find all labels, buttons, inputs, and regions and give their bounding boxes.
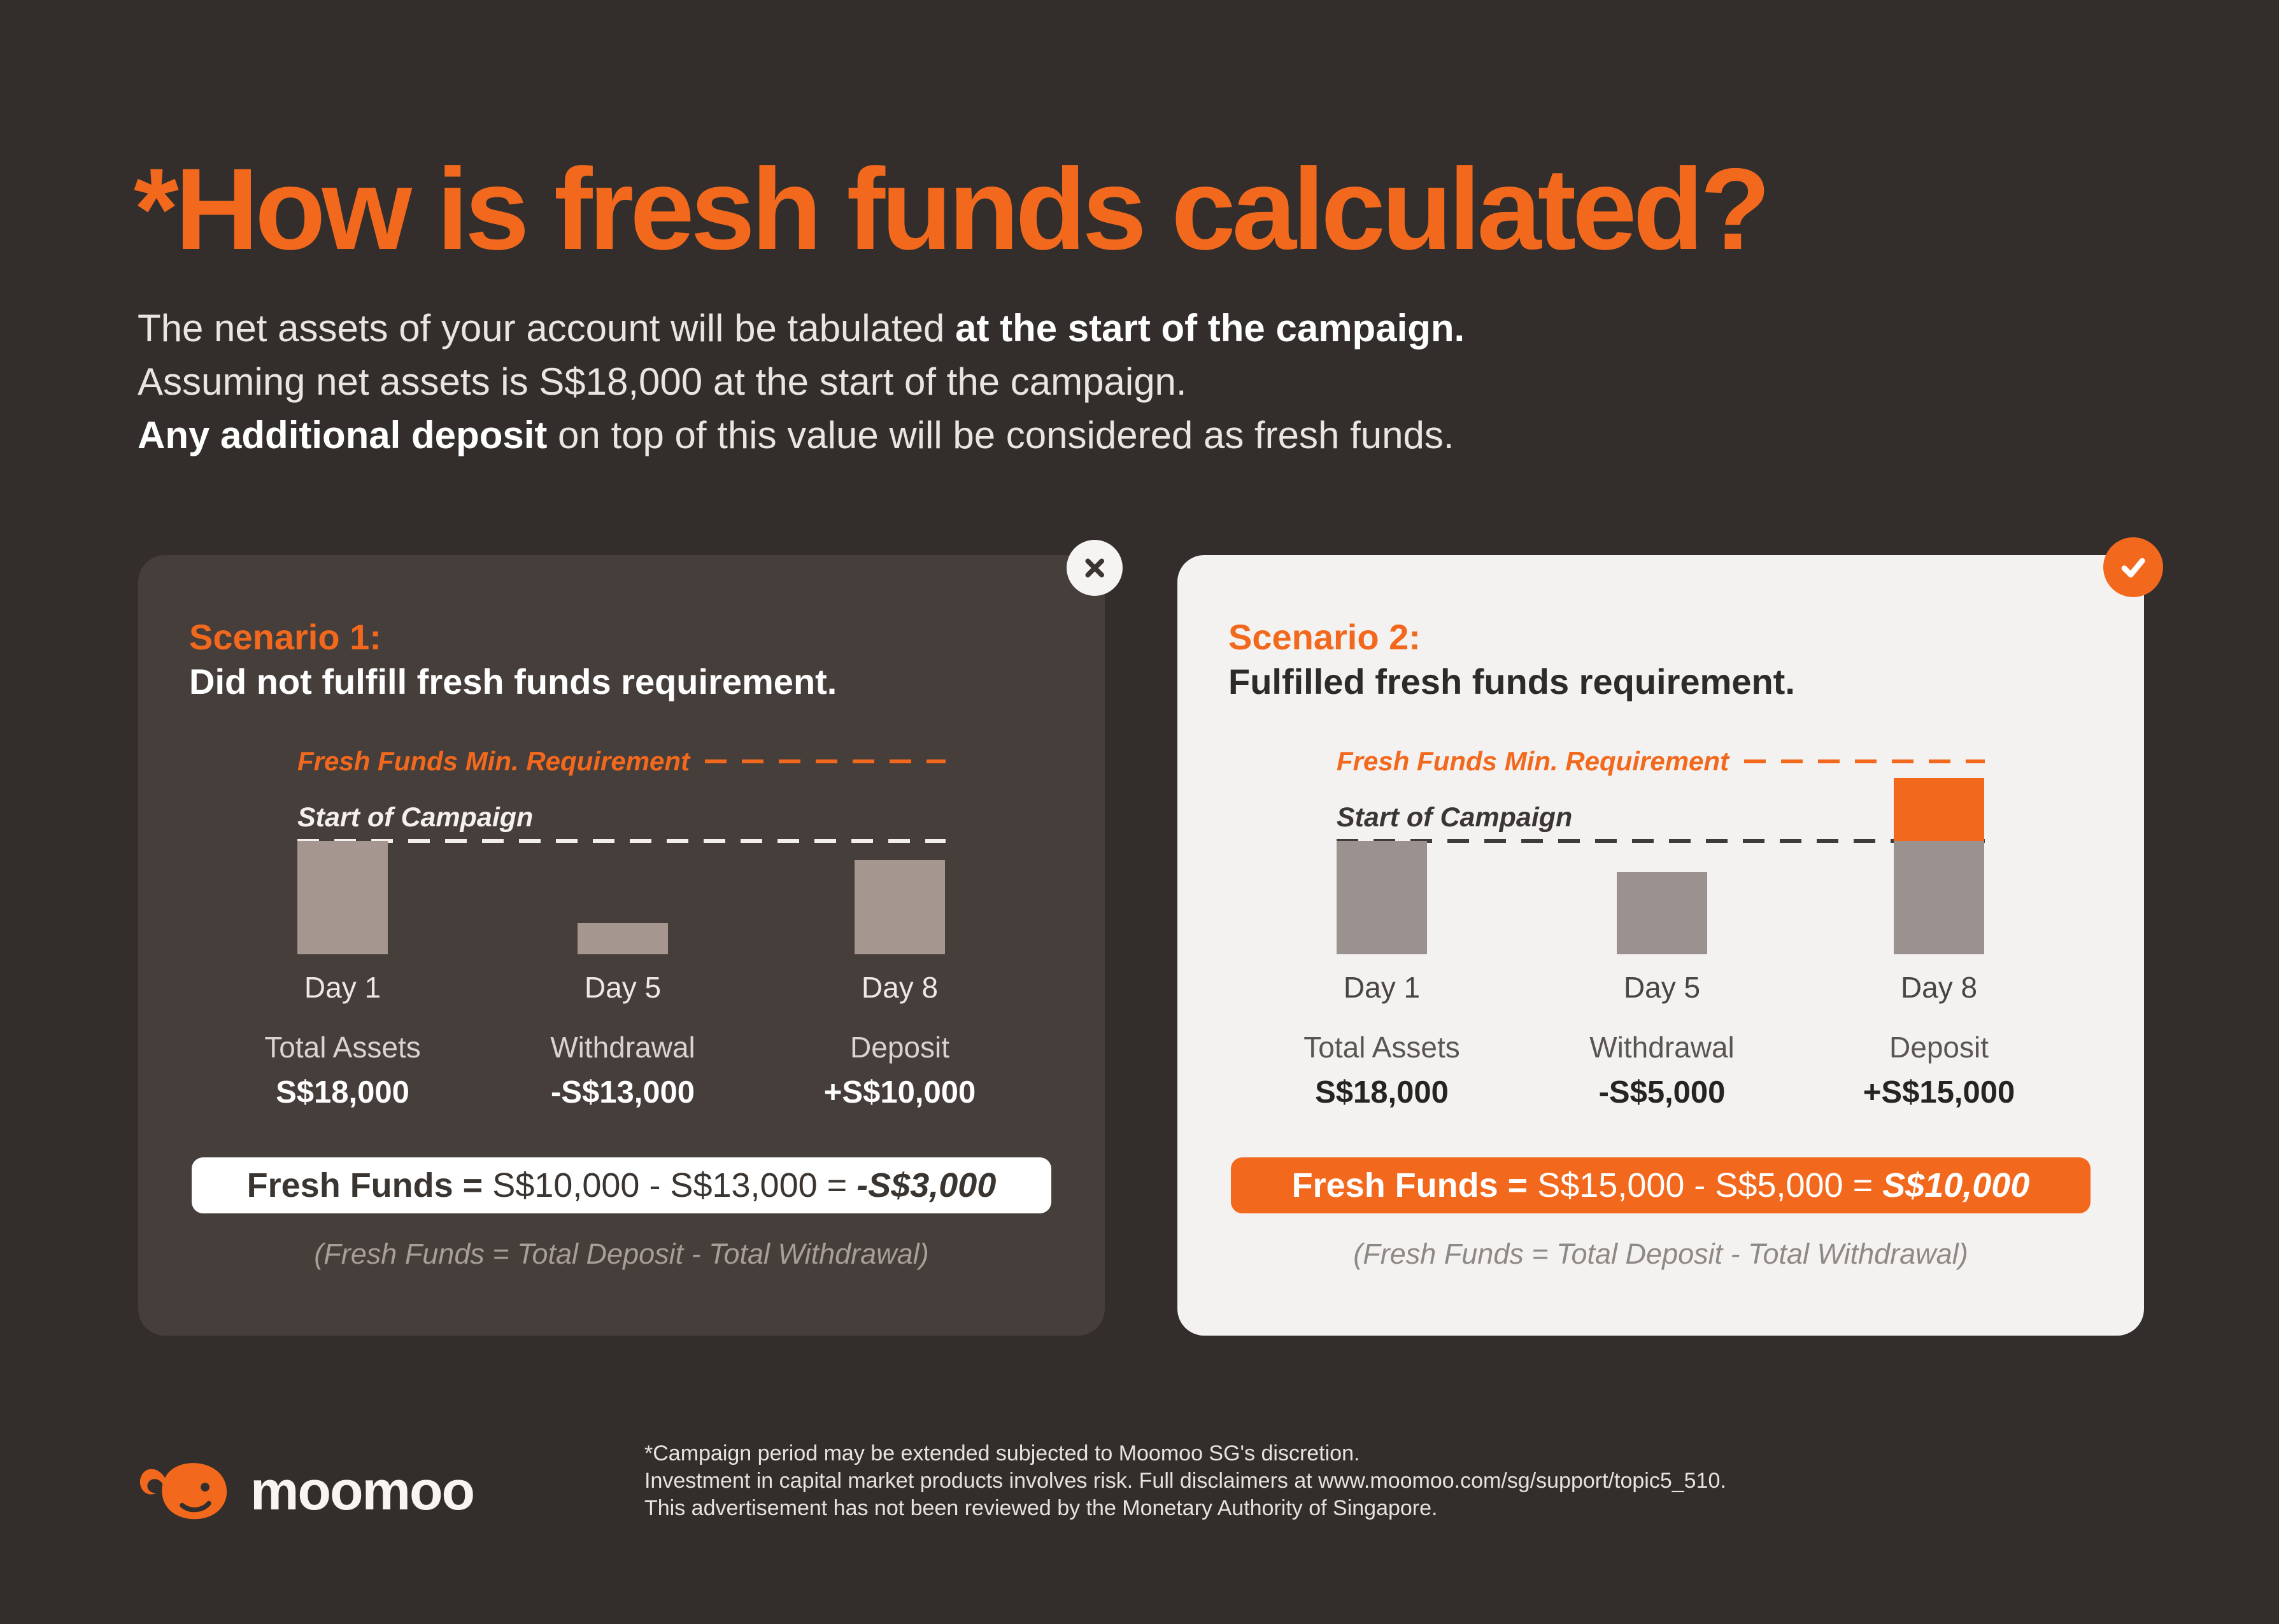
day5-row-value: -S$5,000 (1598, 1075, 1726, 1110)
scenario1-chart: Fresh Funds Min. Requirement Start of Ca… (297, 746, 946, 954)
formula-prefix: Fresh Funds = (1291, 1166, 1528, 1204)
check-glyph (2121, 558, 2145, 578)
day5-label: Day 5 (584, 971, 662, 1004)
min-requirement-row: Fresh Funds Min. Requirement (1337, 746, 1985, 777)
brand-wordmark: moomoo (250, 1460, 475, 1522)
day5-bar (578, 923, 668, 954)
intro-line3-bold: Any additional deposit (138, 414, 548, 456)
day5-row-label: Withdrawal (550, 1031, 695, 1064)
day5-label: Day 5 (1623, 971, 1701, 1004)
intro-line1-regular: The net assets of your account will be t… (138, 307, 956, 350)
scenario2-heading: Scenario 2: (1228, 617, 1421, 657)
day8-row-value: +S$10,000 (823, 1075, 976, 1110)
formula-footnote: (Fresh Funds = Total Deposit - Total Wit… (1353, 1238, 1968, 1270)
disclaimer-line-3: This advertisement has not been reviewed… (644, 1496, 1438, 1520)
disclaimer-line-2: Investment in capital market products in… (644, 1469, 1726, 1493)
scenario2-subheading: Fulfilled fresh funds requirement. (1228, 661, 1795, 702)
formula-result: S$10,000 (1882, 1166, 2030, 1204)
intro-line3-regular: on top of this value will be considered … (547, 414, 1454, 456)
day1-bar (297, 841, 388, 954)
day5-bar (1617, 872, 1707, 954)
intro-text: The net assets of your account will be t… (138, 302, 1465, 462)
min-requirement-label: Fresh Funds Min. Requirement (297, 746, 690, 776)
intro-line-3: Any additional deposit on top of this va… (138, 409, 1465, 462)
fresh-funds-formula: Fresh Funds = S$10,000 - S$13,000 = -S$3… (192, 1157, 1051, 1213)
min-requirement-row: Fresh Funds Min. Requirement (297, 746, 946, 777)
scenario2-card: Scenario 2: Fulfilled fresh funds requir… (1177, 537, 2163, 1336)
start-of-campaign-label: Start of Campaign (1337, 802, 1573, 833)
page-title: *How is fresh funds calculated? (134, 144, 1771, 274)
formula-prefix: Fresh Funds = (246, 1166, 483, 1204)
scenario1-subheading: Did not fulfill fresh funds requirement. (189, 661, 837, 702)
fresh-funds-formula: Fresh Funds = S$15,000 - S$5,000 = S$10,… (1231, 1157, 2091, 1213)
min-requirement-dashed-line (705, 759, 946, 763)
formula-body: S$10,000 - S$13,000 = (483, 1166, 857, 1204)
moomoo-bull-icon (139, 1463, 227, 1520)
day8-row-label: Deposit (1889, 1031, 1989, 1064)
min-requirement-dashed-line (1744, 759, 1985, 763)
formula-result: -S$3,000 (856, 1166, 997, 1204)
intro-line-2: Assuming net assets is S$18,000 at the s… (138, 360, 1187, 403)
day1-row-value: S$18,000 (1315, 1075, 1449, 1110)
day8-label: Day 8 (1900, 971, 1978, 1004)
day1-row-label: Total Assets (264, 1031, 421, 1064)
day5-column: Day 5 Withdrawal -S$13,000 (502, 970, 744, 1110)
intro-line1-bold: at the start of the campaign. (955, 307, 1465, 350)
formula-footnote: (Fresh Funds = Total Deposit - Total Wit… (314, 1238, 929, 1270)
day1-row-value: S$18,000 (276, 1075, 409, 1110)
day8-row-label: Deposit (850, 1031, 949, 1064)
disclaimer-text: *Campaign period may be extended subject… (644, 1440, 1726, 1522)
formula-body: S$15,000 - S$5,000 = (1528, 1166, 1883, 1204)
day8-freshfunds-bar-segment (1894, 778, 1984, 841)
day8-column: Day 8 Deposit +S$10,000 (779, 970, 1021, 1110)
scenario1-heading: Scenario 1: (189, 617, 381, 657)
day1-label: Day 1 (304, 971, 381, 1004)
day5-row-label: Withdrawal (1589, 1031, 1735, 1064)
day1-bar (1337, 841, 1427, 954)
day8-label: Day 8 (861, 971, 939, 1004)
brand-logo: moomoo (138, 1457, 475, 1525)
day8-column: Day 8 Deposit +S$15,000 (1818, 970, 2060, 1110)
close-icon (1067, 540, 1123, 596)
start-of-campaign-label: Start of Campaign (297, 802, 534, 833)
x-glyph (1085, 558, 1104, 577)
min-requirement-label: Fresh Funds Min. Requirement (1337, 746, 1729, 776)
day1-column: Day 1 Total Assets S$18,000 (1261, 970, 1503, 1110)
scenario1-card: Scenario 1: Did not fulfill fresh funds … (138, 540, 1123, 1336)
day1-column: Day 1 Total Assets S$18,000 (222, 970, 464, 1110)
day1-row-label: Total Assets (1303, 1031, 1460, 1064)
start-of-campaign-dashed-line (297, 839, 946, 843)
check-icon (2103, 537, 2163, 597)
day5-column: Day 5 Withdrawal -S$5,000 (1541, 970, 1783, 1110)
day8-row-value: +S$15,000 (1863, 1075, 2015, 1110)
start-of-campaign-dashed-line (1337, 839, 1985, 843)
day5-row-value: -S$13,000 (550, 1075, 695, 1110)
day8-bar (855, 860, 945, 954)
scenario2-chart: Fresh Funds Min. Requirement Start of Ca… (1337, 746, 1985, 954)
disclaimer-line-1: *Campaign period may be extended subject… (644, 1441, 1360, 1465)
day1-label: Day 1 (1343, 971, 1421, 1004)
intro-line-1: The net assets of your account will be t… (138, 302, 1465, 355)
day8-bar (1894, 841, 1984, 954)
